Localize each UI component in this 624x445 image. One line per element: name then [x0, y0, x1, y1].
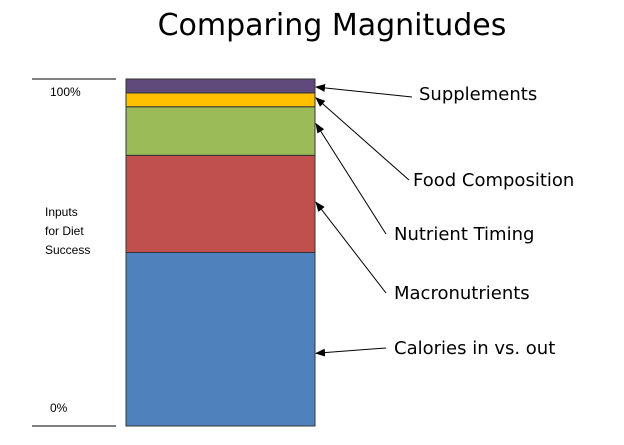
axis-group: 100% 0% Inputs for Diet Success [32, 78, 116, 427]
y-axis-label-line-1: for Diet [45, 224, 84, 238]
stacked-bar [125, 78, 316, 427]
bar-segment-supplements [125, 78, 316, 94]
bar-segment-calories-in-vs-out [125, 252, 316, 427]
series-label-macronutrients: Macronutrients [394, 283, 530, 304]
y-tick-label-1: 0% [50, 401, 68, 415]
callout-labels: Supplements Food Composition Nutrient Timi… [315, 83, 574, 359]
callout-arrow-calories-in-vs-out [315, 347, 387, 357]
series-label-supplements: Supplements [419, 84, 537, 105]
y-axis-label-line-2: Success [45, 243, 90, 257]
callout-arrow-nutrient-timing [315, 122, 387, 235]
y-tick-label-0: 100% [50, 85, 81, 99]
series-label-nutrient-timing: Nutrient Timing [394, 224, 534, 245]
y-axis-label: Inputs for Diet Success [45, 205, 90, 257]
callout-arrow-supplements [315, 83, 413, 98]
series-label-calories-in-vs-out: Calories in vs. out [394, 338, 555, 359]
bar-segment-macronutrients [125, 154, 316, 253]
series-label-food-composition: Food Composition [413, 170, 574, 191]
callout-arrow-food-composition [315, 97, 410, 181]
chart-title: Comparing Magnitudes [158, 8, 507, 43]
bar-segment-nutrient-timing [125, 106, 316, 156]
bar-segment-food-composition [125, 92, 316, 108]
y-axis-label-line-0: Inputs [45, 205, 78, 219]
callout-arrow-macronutrients [315, 201, 387, 294]
